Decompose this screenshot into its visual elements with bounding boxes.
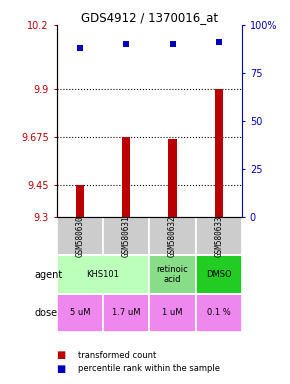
- Bar: [149, 294, 196, 332]
- Text: transformed count: transformed count: [78, 351, 157, 360]
- Text: GSM580631: GSM580631: [122, 215, 131, 257]
- Text: 1.7 uM: 1.7 uM: [112, 308, 140, 318]
- Text: DMSO: DMSO: [206, 270, 232, 279]
- Text: GSM580632: GSM580632: [168, 215, 177, 257]
- Point: [217, 39, 221, 45]
- Bar: [57, 217, 103, 255]
- Text: agent: agent: [34, 270, 63, 280]
- Text: GSM580633: GSM580633: [214, 215, 224, 257]
- Bar: [103, 294, 149, 332]
- Bar: [196, 255, 242, 294]
- Point: [124, 41, 128, 47]
- Bar: [57, 255, 149, 294]
- Text: 5 uM: 5 uM: [70, 308, 90, 318]
- Text: ■: ■: [57, 350, 66, 360]
- Text: 0.1 %: 0.1 %: [207, 308, 231, 318]
- Bar: [103, 217, 149, 255]
- Bar: [168, 139, 177, 217]
- Bar: [196, 294, 242, 332]
- Text: dose: dose: [34, 308, 57, 318]
- Bar: [149, 217, 196, 255]
- Bar: [57, 294, 103, 332]
- Title: GDS4912 / 1370016_at: GDS4912 / 1370016_at: [81, 11, 218, 24]
- Text: GSM580630: GSM580630: [75, 215, 84, 257]
- Bar: [196, 217, 242, 255]
- Text: retinoic
acid: retinoic acid: [157, 265, 189, 284]
- Point: [77, 45, 82, 51]
- Point: [170, 41, 175, 47]
- Text: 1 uM: 1 uM: [162, 308, 183, 318]
- Bar: [149, 255, 196, 294]
- Text: ■: ■: [57, 364, 66, 374]
- Bar: [215, 89, 223, 217]
- Text: percentile rank within the sample: percentile rank within the sample: [78, 364, 220, 373]
- Bar: [122, 137, 130, 217]
- Bar: [76, 185, 84, 217]
- Text: KHS101: KHS101: [86, 270, 119, 279]
